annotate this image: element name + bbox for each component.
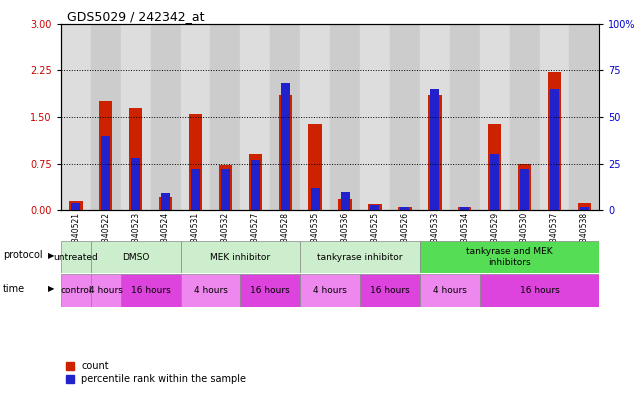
Bar: [420, 274, 479, 307]
Bar: [330, 24, 360, 210]
Text: tankyrase and MEK
inhibitors: tankyrase and MEK inhibitors: [466, 247, 553, 267]
Text: 16 hours: 16 hours: [251, 286, 290, 295]
Text: control: control: [60, 286, 92, 295]
Bar: [540, 24, 569, 210]
Text: time: time: [3, 284, 26, 294]
Bar: [251, 160, 260, 210]
Bar: [547, 72, 562, 210]
Bar: [460, 207, 469, 210]
Text: MEK inhibitor: MEK inhibitor: [210, 253, 271, 261]
Bar: [99, 101, 113, 210]
Text: GDS5029 / 242342_at: GDS5029 / 242342_at: [67, 10, 205, 23]
Text: DMSO: DMSO: [122, 253, 149, 261]
Text: 4 hours: 4 hours: [89, 286, 122, 295]
Text: 16 hours: 16 hours: [520, 286, 560, 295]
Bar: [300, 241, 420, 273]
Bar: [181, 24, 210, 210]
Bar: [490, 154, 499, 210]
Bar: [520, 169, 529, 210]
Bar: [131, 158, 140, 210]
Bar: [390, 24, 420, 210]
Bar: [271, 24, 300, 210]
Bar: [181, 241, 300, 273]
Bar: [210, 24, 240, 210]
Bar: [121, 274, 181, 307]
Bar: [129, 108, 142, 210]
Text: 4 hours: 4 hours: [433, 286, 467, 295]
Bar: [308, 124, 322, 210]
Bar: [69, 201, 83, 210]
Bar: [578, 203, 591, 210]
Bar: [240, 274, 300, 307]
Text: 4 hours: 4 hours: [313, 286, 347, 295]
Bar: [249, 154, 262, 210]
Bar: [181, 274, 240, 307]
Bar: [121, 24, 151, 210]
Bar: [311, 188, 320, 210]
Bar: [61, 274, 91, 307]
Bar: [360, 24, 390, 210]
Bar: [300, 24, 330, 210]
Bar: [479, 274, 599, 307]
Bar: [61, 241, 91, 273]
Bar: [340, 191, 349, 210]
Bar: [510, 24, 540, 210]
Text: 4 hours: 4 hours: [194, 286, 228, 295]
Bar: [479, 24, 510, 210]
Bar: [161, 193, 170, 210]
Bar: [300, 274, 360, 307]
Bar: [450, 24, 479, 210]
Text: 16 hours: 16 hours: [131, 286, 171, 295]
Bar: [61, 24, 91, 210]
Legend: count, percentile rank within the sample: count, percentile rank within the sample: [66, 361, 246, 384]
Bar: [281, 83, 290, 210]
Bar: [101, 136, 110, 210]
Bar: [420, 24, 450, 210]
Bar: [580, 207, 589, 210]
Bar: [91, 274, 121, 307]
Bar: [550, 89, 559, 210]
Bar: [420, 241, 599, 273]
Bar: [458, 207, 471, 210]
Bar: [219, 165, 232, 210]
Bar: [370, 205, 379, 210]
Bar: [338, 199, 352, 210]
Bar: [398, 207, 412, 210]
Bar: [518, 163, 531, 210]
Text: protocol: protocol: [3, 250, 43, 261]
Bar: [188, 114, 202, 210]
Text: 16 hours: 16 hours: [370, 286, 410, 295]
Bar: [159, 196, 172, 210]
Bar: [278, 95, 292, 210]
Text: untreated: untreated: [53, 253, 98, 261]
Bar: [151, 24, 181, 210]
Text: ▶: ▶: [48, 284, 54, 293]
Bar: [369, 204, 382, 210]
Bar: [488, 124, 501, 210]
Bar: [430, 89, 439, 210]
Bar: [71, 203, 80, 210]
Bar: [91, 24, 121, 210]
Bar: [221, 169, 230, 210]
Bar: [569, 24, 599, 210]
Bar: [401, 207, 410, 210]
Text: tankyrase inhibitor: tankyrase inhibitor: [317, 253, 403, 261]
Bar: [360, 274, 420, 307]
Text: ▶: ▶: [48, 251, 54, 260]
Bar: [191, 169, 200, 210]
Bar: [91, 241, 181, 273]
Bar: [240, 24, 271, 210]
Bar: [428, 95, 442, 210]
